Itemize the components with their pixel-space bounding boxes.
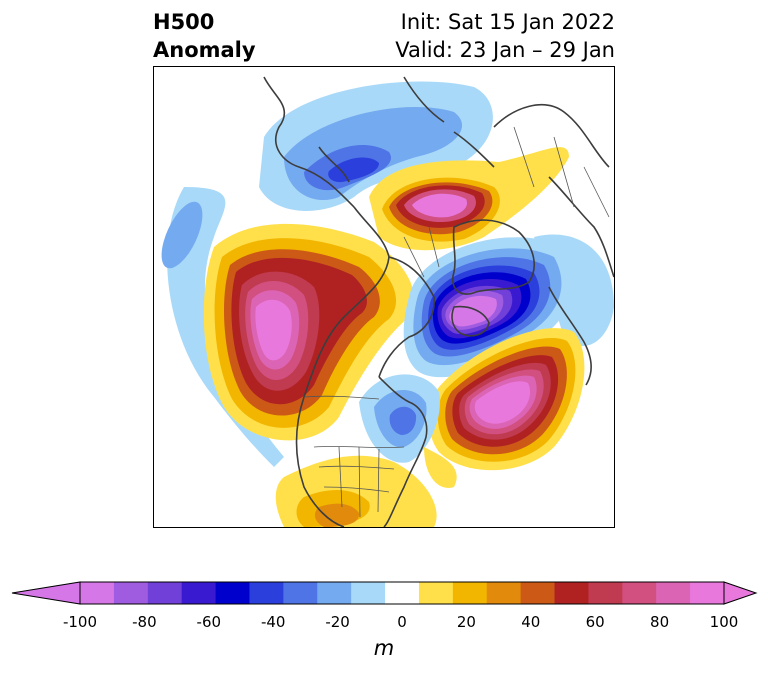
map-svg bbox=[161, 76, 614, 527]
colorbar-tick-label: 0 bbox=[397, 613, 407, 631]
colorbar-bin bbox=[351, 582, 386, 604]
western-pacific-trough bbox=[161, 187, 284, 467]
colorbar-tick-label: -100 bbox=[62, 613, 98, 631]
colorbar-border bbox=[79, 581, 725, 605]
colorbar-bin bbox=[486, 582, 522, 604]
colorbar-tick-label: 40 bbox=[521, 613, 541, 631]
title-variable: H500 bbox=[153, 10, 215, 34]
colorbar-extend-high bbox=[723, 581, 758, 605]
anomaly-map bbox=[153, 66, 615, 528]
colorbar-extend-low bbox=[11, 581, 81, 605]
borders bbox=[303, 126, 610, 518]
colorbar-tick-label: 80 bbox=[650, 613, 670, 631]
colorbar-tick-label: -20 bbox=[325, 613, 350, 631]
colorbar bbox=[11, 581, 758, 605]
colorbar-bin bbox=[181, 582, 217, 604]
colorbar-tick-label: -40 bbox=[260, 613, 286, 631]
colorbar-bin bbox=[588, 582, 623, 604]
colorbar-bin bbox=[418, 582, 454, 604]
colorbar-bin bbox=[452, 582, 488, 604]
colorbar-bin bbox=[80, 582, 115, 604]
colorbar-bin bbox=[249, 582, 284, 604]
colorbar-bin bbox=[656, 582, 691, 604]
colorbar-tick-label: 20 bbox=[456, 613, 476, 631]
valid-range: Valid: 23 Jan – 29 Jan bbox=[395, 38, 615, 62]
gulf-of-alaska-ridge bbox=[203, 223, 415, 441]
colorbar-tick-label: 60 bbox=[585, 613, 605, 631]
colorbar-bin bbox=[317, 582, 352, 604]
forecast-dates: Init: Sat 15 Jan 2022 Valid: 23 Jan – 29… bbox=[395, 8, 615, 64]
coastlines bbox=[263, 76, 614, 527]
colorbar-bin bbox=[147, 582, 183, 604]
north-siberia-ridge bbox=[369, 147, 569, 251]
southern-us-ridge bbox=[275, 447, 457, 527]
colorbar-bin bbox=[554, 582, 589, 604]
hudson-bay-trough bbox=[403, 237, 574, 378]
colorbar-bin bbox=[215, 582, 250, 604]
title-anomaly: Anomaly bbox=[153, 38, 256, 62]
colorbar-bin bbox=[622, 582, 657, 604]
colorbar-bin bbox=[520, 582, 556, 604]
colorbar-bin bbox=[283, 582, 318, 604]
colorbar-unit: m bbox=[373, 636, 395, 660]
colorbar-bin bbox=[690, 582, 725, 604]
colorbar-bin bbox=[113, 582, 149, 604]
colorbar-bin bbox=[385, 582, 420, 604]
map-title: H500 Anomaly bbox=[153, 8, 256, 64]
colorbar-tick-label: 100 bbox=[709, 613, 739, 631]
colorbar-tick-label: -60 bbox=[196, 613, 222, 631]
north-atlantic-ridge bbox=[428, 328, 585, 471]
colorbar-tick-label: -80 bbox=[132, 613, 157, 631]
init-date: Init: Sat 15 Jan 2022 bbox=[400, 10, 615, 34]
